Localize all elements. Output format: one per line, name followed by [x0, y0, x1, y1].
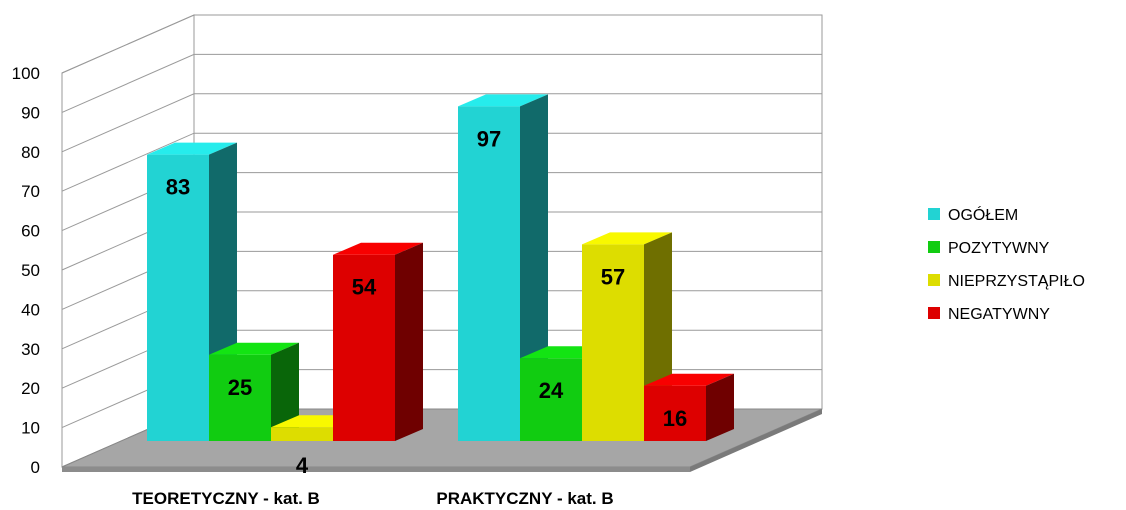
data-labels: 83 25 4 54 97 24 57 16: [166, 126, 687, 478]
y-tick-label: 10: [21, 419, 40, 438]
data-label: 83: [166, 175, 190, 200]
bar-side: [706, 373, 734, 441]
legend-label: NEGATYWNY: [948, 306, 1050, 323]
bar: [209, 342, 299, 441]
data-label: 16: [663, 406, 687, 431]
bar-side: [395, 242, 423, 441]
bar-side: [271, 342, 299, 441]
category-labels: TEORETYCZNY - kat. B PRAKTYCZNY - kat. B: [132, 489, 613, 508]
legend-label: NIEPRZYSTĄPIŁO: [948, 273, 1085, 290]
legend-swatch: [928, 274, 940, 286]
y-axis-ticks: 0 10 20 30 40 50 60 70 80 90 100: [12, 64, 40, 477]
bars: [147, 94, 734, 441]
legend-item: NIEPRZYSTĄPIŁO: [928, 273, 1085, 290]
legend-swatch: [928, 307, 940, 319]
y-tick-label: 100: [12, 64, 40, 83]
y-tick-label: 60: [21, 222, 40, 241]
legend-swatch: [928, 241, 940, 253]
bar: [333, 242, 423, 441]
category-label: TEORETYCZNY - kat. B: [132, 489, 320, 508]
y-tick-label: 30: [21, 340, 40, 359]
bar-front: [644, 385, 706, 441]
legend-label: OGÓŁEM: [948, 205, 1018, 224]
y-tick-label: 40: [21, 300, 40, 319]
data-label: 57: [601, 264, 625, 289]
floor-edge: [62, 467, 690, 472]
data-label: 24: [539, 378, 564, 403]
gridline: [61, 132, 822, 192]
legend-swatch: [928, 208, 940, 220]
y-tick-label: 70: [21, 182, 40, 201]
bar-front: [333, 254, 395, 441]
bar-front: [520, 358, 582, 441]
legend-item: POZYTYWNY: [928, 240, 1050, 257]
legend: OGÓŁEM POZYTYWNY NIEPRZYSTĄPIŁO NEGATYWNY: [928, 205, 1085, 323]
y-tick-label: 20: [21, 379, 40, 398]
bar-front: [209, 354, 271, 441]
floor-side: [690, 409, 822, 472]
legend-item: OGÓŁEM: [928, 205, 1018, 224]
bar-top: [209, 342, 299, 355]
legend-label: POZYTYWNY: [948, 240, 1050, 257]
bar: [644, 373, 734, 441]
bar-top: [147, 142, 237, 155]
bar-front: [458, 106, 520, 441]
y-tick-label: 90: [21, 103, 40, 122]
y-tick-label: 80: [21, 143, 40, 162]
gridline: [61, 14, 822, 74]
y-tick-label: 0: [31, 458, 40, 477]
gridline: [61, 53, 822, 113]
bar-top: [458, 94, 548, 107]
bar-front: [147, 154, 209, 441]
bar-front: [271, 427, 333, 441]
category-label: PRAKTYCZNY - kat. B: [436, 489, 613, 508]
y-tick-label: 50: [21, 261, 40, 280]
bar-front: [582, 244, 644, 441]
bar-top: [333, 242, 423, 255]
data-label: 54: [352, 275, 377, 300]
bar-top: [644, 373, 734, 386]
data-label: 97: [477, 126, 501, 151]
legend-item: NEGATYWNY: [928, 306, 1050, 323]
data-label: 4: [296, 453, 309, 478]
bar-top: [582, 232, 672, 245]
gridline: [61, 93, 822, 153]
data-label: 25: [228, 375, 252, 400]
